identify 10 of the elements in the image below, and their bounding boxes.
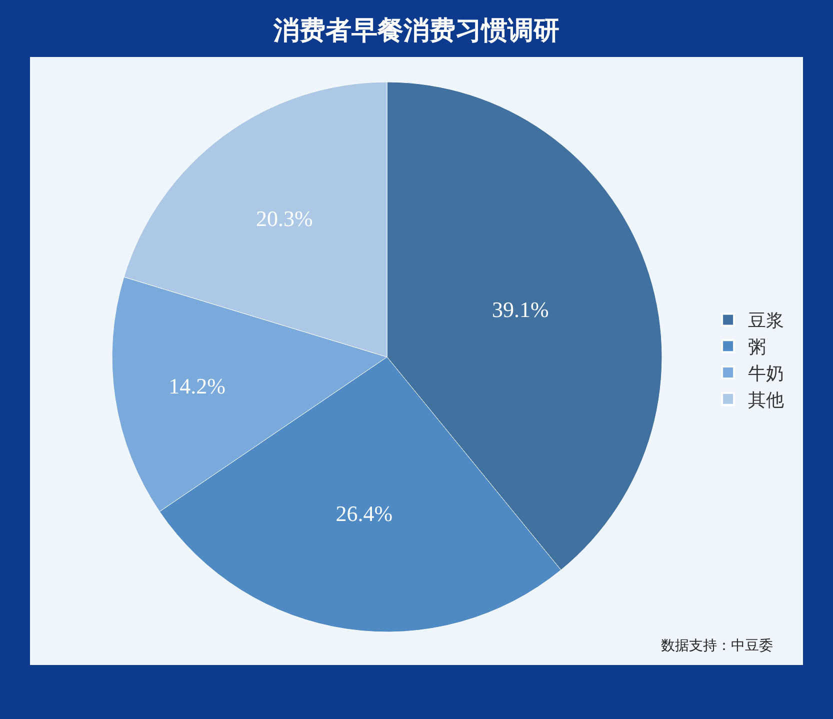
chart-title: 消费者早餐消费习惯调研 — [272, 16, 560, 46]
data-label: 39.1% — [492, 296, 549, 322]
data-label: 20.3% — [256, 206, 313, 232]
legend-label: 其他 — [748, 390, 784, 411]
legend-label: 豆浆 — [748, 310, 784, 332]
data-label: 26.4% — [336, 501, 393, 526]
text: 数据支持：中豆委 — [661, 638, 773, 654]
legend-label: 粥 — [748, 337, 766, 358]
data-label: 14.2% — [168, 373, 226, 398]
legend-label: 牛奶 — [748, 364, 784, 385]
